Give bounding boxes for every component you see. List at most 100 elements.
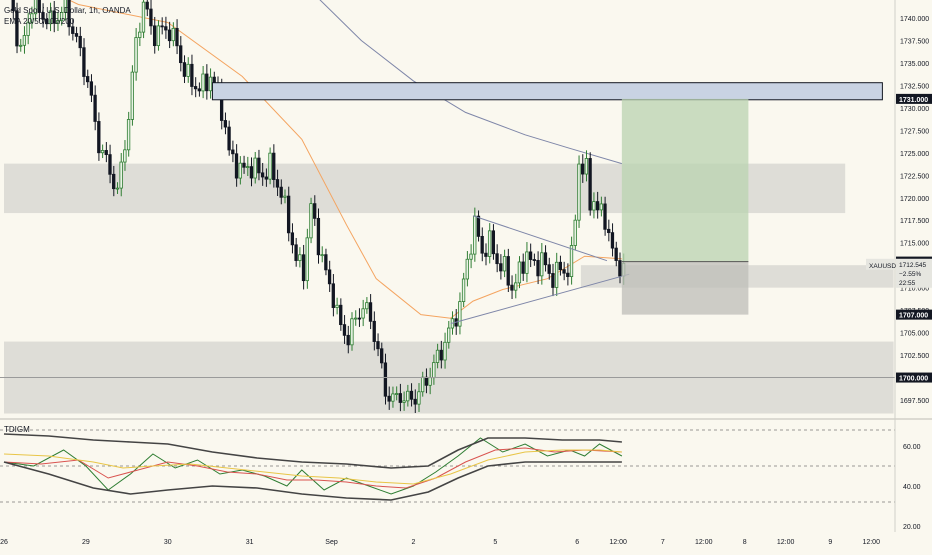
candle-body [141, 1, 146, 33]
tdigm-tick-label: 40.00 [903, 484, 921, 491]
price-tick-label: 1720.000 [900, 196, 929, 203]
price-tag-box[interactable] [896, 372, 932, 383]
candle-body [112, 173, 116, 190]
candle-body [566, 272, 570, 278]
price-tick-label: 1702.500 [900, 353, 929, 360]
candle-body [499, 263, 503, 272]
tdigm-series-line[interactable] [3, 447, 622, 489]
candle-body [476, 215, 481, 237]
candle-body [283, 195, 287, 198]
candle-body [521, 261, 525, 274]
candle-body [528, 251, 533, 260]
candle-body [391, 393, 395, 402]
candle-body [398, 393, 402, 403]
symbol-title[interactable]: Gold Spot / U.S. Dollar, 1h, OANDA [4, 6, 131, 15]
ema-200-line[interactable] [302, 0, 623, 165]
candle-body [37, 0, 41, 13]
candle-body [82, 47, 86, 77]
candle-body [435, 349, 440, 363]
triangle-lower-trendline[interactable] [450, 273, 630, 325]
time-tick-label: 9 [828, 539, 832, 546]
candle-body [305, 237, 309, 282]
tdigm-series-line[interactable] [3, 433, 622, 469]
candle-body [402, 400, 406, 403]
candle-body [123, 149, 127, 163]
candle-body [517, 261, 522, 284]
candle-body [257, 157, 261, 174]
price-tag-label: 1731.000 [899, 97, 928, 104]
resistance-box[interactable] [211, 82, 883, 101]
price-tag-box[interactable] [896, 309, 932, 320]
candle-body [417, 391, 421, 405]
candle-body [465, 258, 469, 280]
candle-body [439, 349, 443, 361]
candle-body [394, 393, 399, 395]
candle-body [350, 318, 354, 346]
time-tick-label: 12:00 [862, 539, 880, 546]
tdigm-legend[interactable]: TDIGM [4, 425, 30, 434]
candle-body [562, 269, 566, 274]
candle-body [327, 269, 332, 285]
time-tick-label: 8 [743, 539, 747, 546]
candle-body [506, 256, 510, 286]
candle-body [614, 247, 618, 261]
price-tick-label: 1697.500 [900, 398, 929, 405]
ema-legend[interactable]: EMA 20/50/100/200 [4, 17, 75, 26]
candle-body [607, 228, 611, 234]
candle-body [461, 278, 466, 302]
candle-body [59, 11, 64, 21]
candle-countdown: 22:55 [899, 280, 916, 287]
candle-body [30, 13, 34, 23]
price-tick-label: 1717.500 [900, 218, 929, 225]
price-tag-box[interactable] [896, 93, 932, 104]
tdigm-tick-label: 20.00 [903, 524, 921, 531]
ema-20-line[interactable] [4, 0, 622, 319]
time-tick-label: 12:00 [609, 539, 627, 546]
candle-body [186, 63, 190, 77]
candle-body [335, 304, 339, 308]
candle-body [365, 302, 369, 310]
candle-body [618, 260, 622, 277]
position-target-zone[interactable] [621, 98, 749, 262]
time-tick-label: 2 [411, 539, 415, 546]
candle-body [342, 324, 347, 336]
time-tick-label: 7 [661, 539, 665, 546]
candle-body [372, 320, 376, 342]
symbol-tag-box[interactable] [866, 258, 895, 270]
candle-body [272, 152, 276, 180]
triangle-upper-trendline[interactable] [472, 215, 608, 262]
candle-body [577, 163, 581, 221]
candle-body [514, 282, 518, 291]
candle-body [313, 203, 317, 219]
candle-body [610, 232, 615, 249]
candle-body [551, 273, 555, 288]
candle-body [592, 201, 596, 211]
tdigm-series-line[interactable] [3, 449, 622, 485]
candle-body [130, 71, 134, 120]
tdigm-layer [0, 429, 895, 503]
candle-body [324, 254, 328, 271]
tdigm-series-line[interactable] [3, 461, 622, 501]
candle-body [175, 27, 179, 47]
candle-body [246, 166, 250, 169]
candle-body [406, 390, 410, 402]
candle-body [205, 73, 209, 92]
candle-body [97, 121, 101, 154]
time-tick-label: 12:00 [777, 539, 795, 546]
candle-body [85, 76, 90, 83]
candle-body [380, 348, 384, 364]
candle-body [599, 203, 603, 211]
candle-body [149, 8, 153, 27]
tdigm-series-line[interactable] [3, 437, 623, 495]
time-tick-label: 6 [575, 539, 579, 546]
price-tick-label: 1740.000 [900, 16, 929, 23]
current-price-box[interactable] [896, 258, 932, 288]
indicator-lines-layer [4, 0, 623, 319]
drawings-layer[interactable] [0, 82, 895, 379]
candle-body [18, 44, 23, 47]
position-stop-zone[interactable] [621, 261, 749, 315]
candle-body [160, 25, 164, 28]
time-tick-label: 29 [82, 539, 90, 546]
